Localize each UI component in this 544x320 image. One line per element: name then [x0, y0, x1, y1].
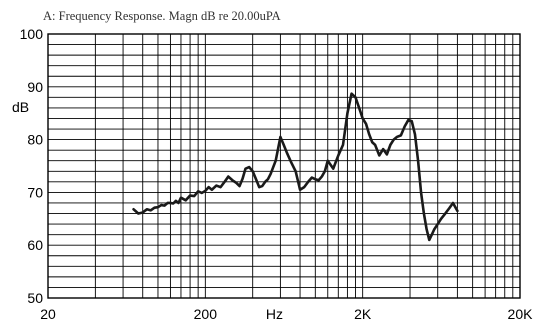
y-axis-ticks: 50 60 70 80 90 100	[20, 26, 44, 306]
y-axis-label: dB	[12, 99, 29, 115]
series-line-frequency-response	[132, 92, 459, 242]
x-axis-ticks: 20 200 2K 20K	[40, 306, 533, 320]
y-tick-label: 60	[27, 237, 43, 253]
y-tick-label: 80	[27, 132, 43, 148]
y-tick-label: 70	[27, 184, 43, 200]
x-tick-label: 200	[194, 306, 218, 320]
x-axis-label: Hz	[266, 306, 283, 320]
y-tick-label: 50	[27, 290, 43, 306]
x-tick-label: 20K	[508, 306, 534, 320]
chart-grid	[48, 34, 520, 298]
chart-title: A: Frequency Response. Magn dB re 20.00u…	[43, 9, 281, 23]
y-tick-label: 100	[20, 26, 44, 42]
y-tick-label: 90	[27, 79, 43, 95]
x-tick-label: 20	[40, 306, 56, 320]
plot-frame	[47, 33, 521, 299]
x-tick-label: 2K	[354, 306, 372, 320]
